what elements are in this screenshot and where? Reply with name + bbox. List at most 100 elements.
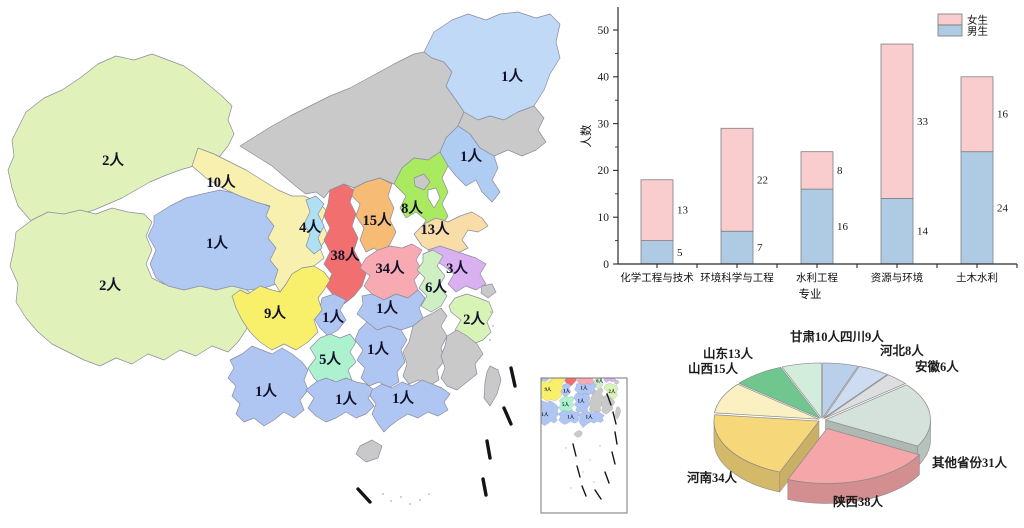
bar-segment-0-2 — [800, 188, 834, 265]
province-label-liaoning: 1人 — [460, 148, 482, 165]
x-category-label: 土木水利 — [956, 271, 998, 284]
pie-slice-6 — [714, 383, 820, 420]
province-anhui — [416, 249, 448, 313]
province-label-chongqing: 1人 — [322, 309, 344, 326]
pie-label-6: 山西15人 — [688, 361, 739, 376]
inset-nine-dash-line — [576, 465, 581, 478]
province-guangxi — [305, 377, 375, 423]
province-label-henan: 34人 — [376, 260, 406, 277]
bar-value-label: 16 — [997, 109, 1009, 121]
province-label-guangdong: 1人 — [392, 390, 414, 407]
province-label-anhui: 6人 — [425, 279, 447, 296]
bar-value-label: 33 — [917, 116, 929, 128]
islet-dot — [400, 496, 402, 498]
province-label-hubei: 1人 — [376, 300, 398, 317]
y-tick-label: 10 — [598, 212, 610, 224]
bar-value-label: 14 — [917, 226, 929, 238]
inset-islet-dot — [589, 459, 591, 461]
bar-value-label: 8 — [837, 165, 843, 177]
bar-segment-1-2 — [800, 151, 834, 190]
pie-label-3: 其他省份31人 — [932, 455, 1008, 470]
bar-value-label: 22 — [757, 174, 768, 186]
x-category-label: 资源与环境 — [871, 271, 924, 284]
inset-nine-dash-line — [614, 431, 618, 445]
bar-segment-1-3 — [880, 43, 914, 199]
pie-label-4: 陕西38人 — [833, 494, 884, 509]
provinces-group: 1人 1人 2人 2人 1人 10人 4人 38人 15人 8人 13人 34人 3人 6人 2人 1人 1人 9… — [7, 11, 561, 463]
province-label-guizhou: 5人 — [319, 351, 341, 368]
province-fujian — [440, 329, 484, 391]
province-taiwan — [483, 365, 502, 407]
islet-dot — [490, 311, 492, 313]
pie-label-2: 安徽6人 — [915, 359, 959, 374]
inset-islet-dot — [570, 487, 572, 489]
pie-slice-5 — [713, 414, 820, 473]
province-tianjin — [427, 187, 441, 209]
province-label-shandong: 13人 — [421, 221, 451, 238]
province-label-shanxi: 15人 — [363, 212, 393, 229]
china-map: 1人 1人 2人 2人 1人 10人 4人 38人 15人 8人 13人 34人 3人 6人 2人 1人 1人 9… — [7, 11, 628, 514]
province-yunnan — [227, 345, 309, 427]
legend-label-0: 女生 — [967, 14, 988, 27]
province-label-heilongjiang: 1人 — [501, 68, 523, 85]
y-tick-label: 50 — [598, 25, 610, 37]
bar-segment-1-0 — [640, 179, 674, 241]
inset-nine-dash-line — [594, 489, 602, 500]
province-sichuan — [231, 265, 331, 351]
province-label-xinjiang: 2人 — [102, 152, 124, 169]
province-heilongjiang — [423, 11, 561, 121]
province-label-gansu: 10人 — [207, 174, 237, 191]
inset-map-border — [540, 377, 628, 514]
pie-label-1: 河北8人 — [880, 343, 924, 358]
inset-islet-dot — [593, 481, 595, 483]
islet-dot — [382, 493, 384, 495]
province-beijing — [413, 173, 431, 191]
province-label-hebei: 8人 — [401, 200, 423, 217]
legend-swatch-1 — [937, 24, 963, 37]
bar-segment-0-0 — [640, 240, 674, 265]
province-hainan — [355, 439, 383, 463]
nine-dash-line — [502, 406, 513, 426]
y-tick-label: 40 — [598, 72, 610, 84]
province-label-qinghai: 1人 — [206, 235, 228, 252]
inset-nine-dash-line — [611, 451, 616, 465]
province-jiangxi — [402, 307, 448, 387]
pie-label-0: 四川9人 — [840, 329, 884, 344]
islet-dot — [492, 325, 494, 327]
y-tick-label: 20 — [598, 165, 610, 177]
bar-value-label: 16 — [837, 221, 849, 233]
islet-dot — [409, 503, 411, 505]
province-label-ningxia: 4人 — [299, 219, 321, 236]
nine-dash-line — [509, 366, 517, 388]
x-category-label: 环境科学与工程 — [700, 271, 774, 284]
x-axis-title: 专业 — [799, 287, 822, 301]
province-henan — [359, 243, 423, 301]
bar-segment-0-1 — [720, 230, 754, 265]
province-ningxia — [303, 195, 325, 255]
province-label-shaanxi: 38人 — [331, 247, 361, 264]
province-hunan — [354, 321, 408, 389]
bar-value-label: 24 — [997, 202, 1009, 214]
y-axis-title: 人数 — [579, 124, 593, 147]
pie-slice-1 — [823, 366, 888, 419]
nine-dash-line — [356, 487, 372, 504]
inset-nine-dash-line — [572, 443, 577, 457]
y-tick-label: 0 — [603, 259, 609, 271]
pie-slice-4 — [787, 428, 920, 484]
province-guizhou — [307, 333, 357, 387]
province-label-sichuan: 9人 — [264, 305, 286, 322]
bar-segment-1-1 — [720, 127, 754, 232]
pie-slice-7 — [738, 366, 821, 419]
province-hebei — [393, 151, 449, 237]
inset-nine-dash-line — [581, 485, 587, 497]
inset-nine-dash-line — [606, 393, 612, 406]
pie-label-5: 河南34人 — [687, 470, 738, 485]
pie-slice-3 — [825, 384, 931, 447]
inset-nine-dash-line — [612, 411, 617, 425]
inset-islet-dot — [599, 445, 601, 447]
islet-dot — [390, 500, 392, 502]
nine-dash-line — [485, 439, 492, 460]
province-label-jiangsu: 3人 — [446, 260, 468, 277]
inset-nine-dash-line — [604, 471, 610, 484]
